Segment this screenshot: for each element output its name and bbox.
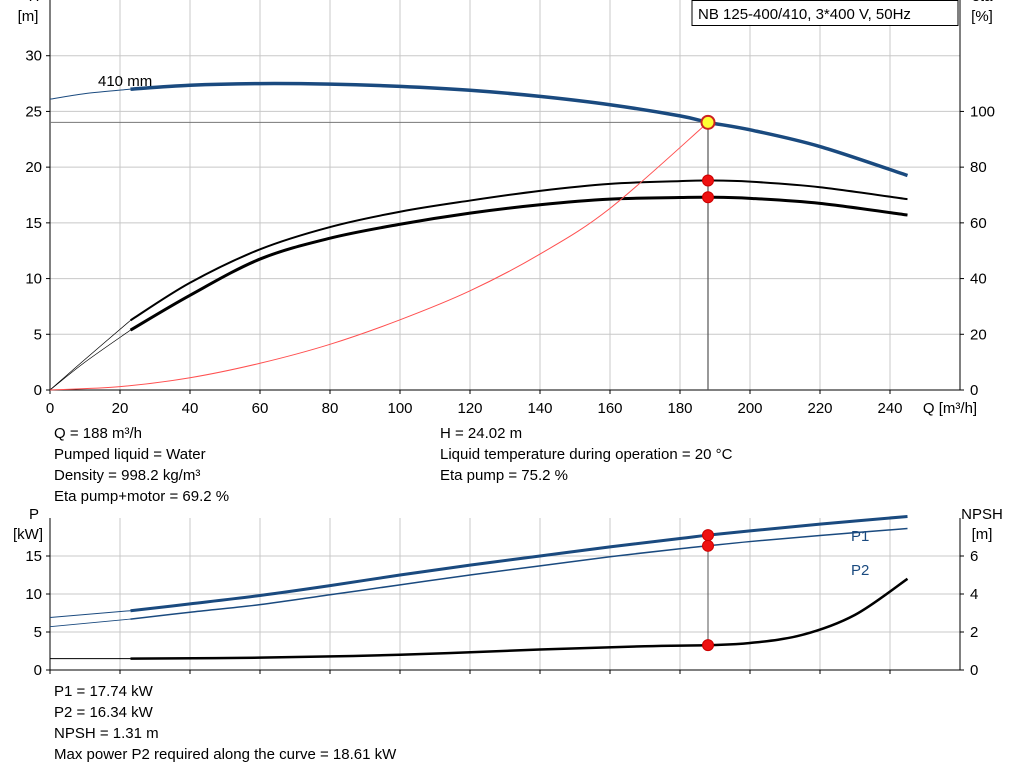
- power-chart-ytick-label-right-0: 0: [970, 662, 978, 679]
- power-chart-marker-3: [702, 639, 714, 652]
- power-chart-ytick-label-right-6: 6: [970, 548, 978, 565]
- power-chart-ytick-label-right-2: 2: [970, 624, 978, 641]
- head-chart-xtick-label-100: 100: [387, 400, 412, 417]
- readout-eta-pump: Eta pump = 75.2 %: [440, 467, 568, 484]
- head-chart-ytick-label-right-20: 20: [970, 326, 987, 343]
- power-chart-ylabel-right-2: [m]: [972, 526, 993, 543]
- power-chart-label-p2: P2: [851, 562, 869, 579]
- head-chart-ytick-label-left-20: 20: [25, 159, 42, 176]
- power-chart-ylabel-left-2: [kW]: [13, 526, 43, 543]
- power-chart-marker-2: [702, 539, 714, 552]
- power-chart-series-P2: [130, 527, 908, 620]
- readout-left: Q = 188 m³/h Pumped liquid = Water Densi…: [54, 423, 229, 507]
- head-chart-xtick-label-160: 160: [597, 400, 622, 417]
- power-chart-ytick-label-right-4: 4: [970, 586, 978, 603]
- power-chart-label-p1: P1: [851, 528, 869, 545]
- head-chart-xtick-label-220: 220: [807, 400, 832, 417]
- readout-bottom: P1 = 17.74 kW P2 = 16.34 kW NPSH = 1.31 …: [54, 681, 396, 765]
- readout-temperature: Liquid temperature during operation = 20…: [440, 446, 733, 463]
- readout-npsh: NPSH = 1.31 m: [54, 725, 159, 742]
- head-chart-series-eta-pump: [129, 179, 908, 322]
- head-chart-operating-point: [700, 114, 716, 130]
- head-chart-series-eta-total: [129, 195, 908, 332]
- power-chart-series-P2-extended: [49, 618, 131, 628]
- head-chart-ytick-label-right-0: 0: [970, 382, 978, 399]
- readout-liquid: Pumped liquid = Water: [54, 446, 206, 463]
- head-chart-ytick-label-left-25: 25: [25, 103, 42, 120]
- head-chart-xtick-label-80: 80: [322, 400, 339, 417]
- head-chart-ytick-label-left-30: 30: [25, 48, 42, 65]
- head-chart-series-H-extended: [49, 88, 131, 100]
- power-chart-ytick-label-left-5: 5: [34, 624, 42, 641]
- head-chart-ytick-label-right-100: 100: [970, 103, 995, 120]
- head-chart-series-eta-pump-extended: [49, 320, 131, 391]
- readout-eta-total: Eta pump+motor = 69.2 %: [54, 488, 230, 505]
- power-chart-series-NPSH: [130, 577, 909, 660]
- head-chart-ytick-label-left-15: 15: [25, 215, 42, 232]
- readout-p1: P1 = 17.74 kW: [54, 683, 153, 700]
- head-chart-xtick-label-20: 20: [112, 400, 129, 417]
- readout-right: H = 24.02 m Liquid temperature during op…: [440, 423, 732, 486]
- head-chart-eta-marker-1: [702, 174, 714, 187]
- head-chart-xtick-label-180: 180: [667, 400, 692, 417]
- head-chart-series-system-curve: [49, 121, 709, 391]
- readout-max-p2: Max power P2 required along the curve = …: [54, 746, 397, 763]
- power-chart-ylabel-right-1: NPSH: [961, 506, 1003, 523]
- power-chart-ytick-label-left-10: 10: [25, 586, 42, 603]
- head-chart-title: NB 125-400/410, 3*400 V, 50Hz: [698, 6, 911, 23]
- power-chart-ytick-label-left-0: 0: [34, 662, 42, 679]
- power-chart-series-P1-extended: [49, 610, 131, 619]
- readout-density: Density = 998.2 kg/m³: [54, 467, 201, 484]
- power-chart-series-P1: [130, 514, 908, 613]
- head-chart-ytick-label-left-10: 10: [25, 271, 42, 288]
- head-chart-title-box: [691, 0, 959, 26]
- head-chart-xtick-label-40: 40: [182, 400, 199, 417]
- head-chart-xtick-label-140: 140: [527, 400, 552, 417]
- readout-flow: Q = 188 m³/h: [54, 425, 142, 442]
- head-chart-xtick-label-60: 60: [252, 400, 269, 417]
- head-chart-ylabel-right-1: eta: [972, 0, 994, 5]
- head-chart-ytick-label-right-80: 80: [970, 159, 987, 176]
- head-chart-series-eta-total-extended: [49, 329, 131, 391]
- power-chart-ylabel-left-1: P: [29, 506, 39, 523]
- head-chart-xtick-label-240: 240: [877, 400, 902, 417]
- head-chart-xlabel: Q [m³/h]: [923, 400, 977, 417]
- head-chart-eta-marker-2: [702, 191, 714, 204]
- head-chart-ylabel-left-1: H: [29, 0, 40, 5]
- head-chart-ylabel-left-2: [m]: [18, 8, 39, 25]
- head-chart-ytick-label-right-40: 40: [970, 271, 987, 288]
- head-chart-curve-label: 410 mm: [98, 73, 152, 90]
- head-chart-series-H: [130, 81, 909, 178]
- head-chart-xtick-label-200: 200: [737, 400, 762, 417]
- head-chart-xtick-label-120: 120: [457, 400, 482, 417]
- head-chart-ytick-label-right-60: 60: [970, 215, 987, 232]
- head-chart-ytick-label-left-0: 0: [34, 382, 42, 399]
- head-chart-ytick-label-left-5: 5: [34, 326, 42, 343]
- power-chart-marker-1: [702, 529, 714, 542]
- power-chart-ytick-label-left-15: 15: [25, 548, 42, 565]
- head-chart-xtick-label-0: 0: [46, 400, 54, 417]
- readout-p2: P2 = 16.34 kW: [54, 704, 153, 721]
- readout-head: H = 24.02 m: [440, 425, 523, 442]
- head-chart-ylabel-right-2: [%]: [971, 8, 993, 25]
